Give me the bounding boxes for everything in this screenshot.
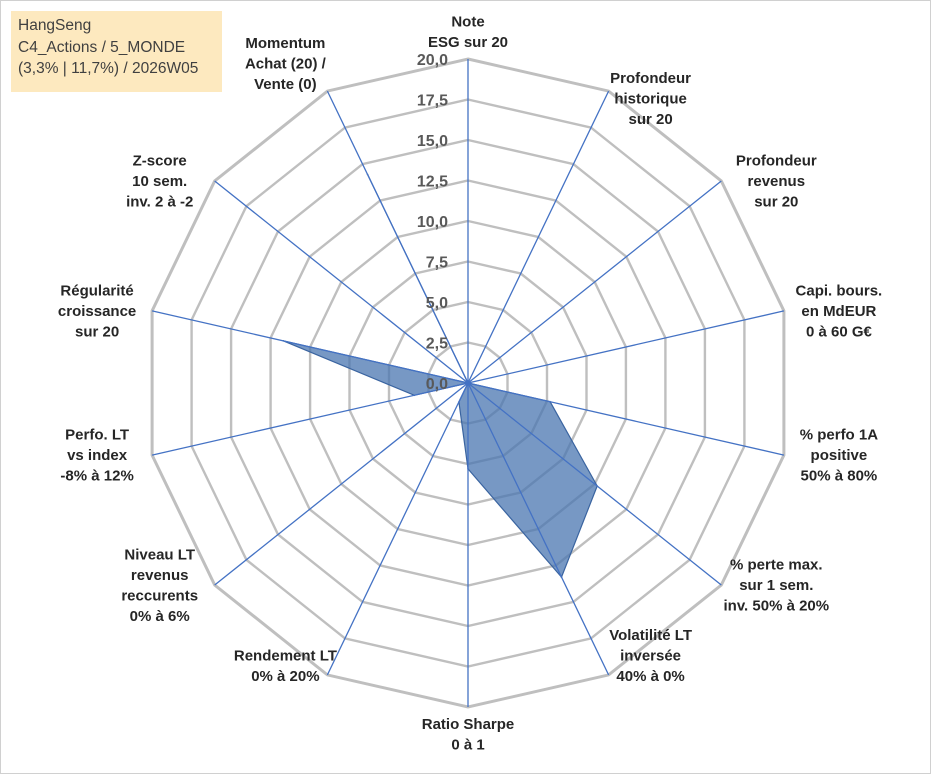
axis-label-1-line-1: Note: [451, 14, 484, 31]
axis-layer: [151, 59, 785, 707]
axis-label-6-line-3: inv. 50% à 20%: [723, 598, 829, 615]
tick-label-6: 15,0: [417, 133, 448, 150]
axis-label-13-line-2: 10 sem.: [132, 173, 187, 190]
axis-label-12-line-3: sur 20: [75, 323, 119, 340]
tick-label-5: 12,5: [417, 174, 448, 191]
axis-label-5-line-3: 50% à 80%: [801, 468, 878, 485]
tick-labels: 0,0 2,5 5,0 7,5 10,0 12,5 15,0 17,5 20,0: [417, 52, 448, 393]
axis-label-5-line-2: positive: [811, 447, 868, 464]
axis-label-3-line-2: revenus: [748, 173, 806, 190]
axis-spoke-5: [467, 382, 785, 456]
info-box-line3: (3,3% | 11,7%) / 2026W05: [18, 60, 199, 77]
axis-label-11-line-3: -8% à 12%: [60, 468, 133, 485]
axis-label-14-line-3: Vente (0): [254, 76, 317, 93]
axis-label-6-line-1: % perte max.: [730, 557, 823, 574]
axis-spoke-9: [326, 382, 469, 676]
axis-label-14-line-2: Achat (20) /: [245, 56, 327, 73]
axis-label-11-line-2: vs index: [67, 447, 128, 464]
tick-label-1: 2,5: [426, 336, 448, 353]
axis-label-2-line-2: historique: [614, 91, 687, 108]
axis-label-13-line-1: Z-score: [133, 153, 187, 170]
axis-label-10-line-4: 0% à 6%: [130, 608, 190, 625]
info-box-line2: C4_Actions / 5_MONDE: [18, 38, 186, 56]
axis-label-7-line-1: Volatilité LT: [609, 627, 692, 644]
axis-label-5-line-1: % perfo 1A: [800, 427, 879, 444]
tick-label-4: 10,0: [417, 214, 448, 231]
tick-label-3: 7,5: [426, 255, 448, 272]
axis-spoke-2: [467, 90, 610, 384]
axis-spoke-6: [467, 382, 722, 586]
axis-label-12-line-2: croissance: [58, 303, 136, 320]
axis-labels: Note ESG sur 20 Profondeur historique sur 20…: [58, 14, 882, 754]
tick-label-2: 5,0: [426, 295, 448, 312]
axis-spoke-13: [214, 180, 469, 384]
axis-label-4-line-1: Capi. bours.: [796, 282, 883, 299]
axis-label-14-line-1: Momentum: [245, 35, 325, 52]
tick-label-0: 0,0: [426, 376, 448, 393]
axis-spoke-7: [467, 382, 610, 676]
axis-label-4-line-3: 0 à 60 G€: [806, 323, 873, 340]
axis-spoke-12: [151, 310, 469, 384]
axis-spoke-14: [326, 90, 469, 384]
axis-spoke-4: [467, 310, 785, 384]
axis-label-7-line-3: 40% à 0%: [616, 668, 684, 685]
axis-label-10-line-1: Niveau LT: [124, 546, 195, 563]
info-box-line1: HangSeng: [18, 17, 92, 34]
axis-label-2-line-3: sur 20: [628, 111, 672, 128]
axis-spoke-3: [467, 180, 722, 384]
info-box: HangSeng C4_Actions / 5_MONDE (3,3% | 11…: [11, 11, 222, 92]
axis-label-12-line-1: Régularité: [60, 282, 133, 299]
axis-label-9-line-1: Rendement LT: [234, 648, 337, 665]
axis-label-2-line-1: Profondeur: [610, 70, 691, 87]
axis-label-7-line-2: inversée: [620, 647, 681, 664]
axis-label-8-line-1: Ratio Sharpe: [422, 716, 515, 733]
axis-label-13-line-3: inv. 2 à -2: [126, 194, 193, 211]
axis-spoke-10: [214, 382, 469, 586]
axis-label-10-line-2: revenus: [131, 567, 189, 584]
axis-label-8-line-2: 0 à 1: [451, 737, 484, 754]
tick-label-7: 17,5: [417, 93, 448, 110]
axis-spoke-11: [151, 382, 469, 456]
axis-label-3-line-3: sur 20: [754, 194, 798, 211]
axis-label-1-line-2: ESG sur 20: [428, 34, 508, 51]
axis-label-9-line-2: 0% à 20%: [251, 668, 319, 685]
axis-label-4-line-2: en MdEUR: [801, 303, 876, 320]
axis-label-10-line-3: reccurents: [121, 587, 198, 604]
tick-label-8: 20,0: [417, 52, 448, 69]
axis-label-3-line-1: Profondeur: [736, 153, 817, 170]
axis-label-11-line-1: Perfo. LT: [65, 427, 129, 444]
axis-label-6-line-2: sur 1 sem.: [739, 577, 813, 594]
